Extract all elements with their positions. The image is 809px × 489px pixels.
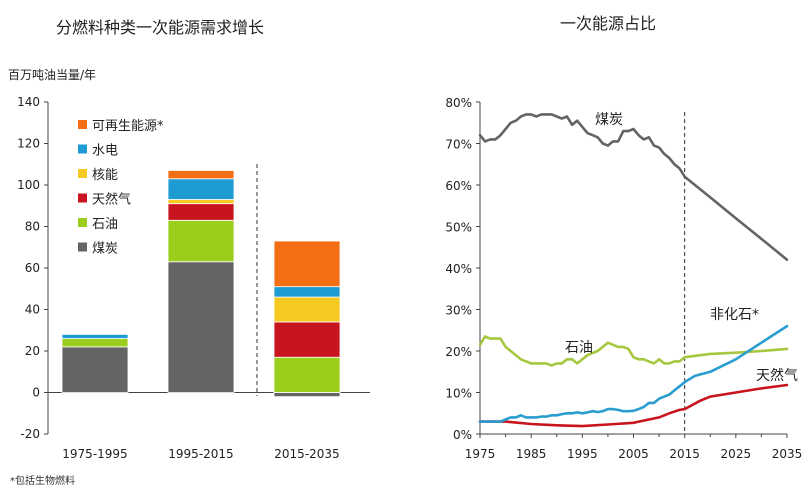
left-chart-title: 分燃料种类一次能源需求增长 bbox=[56, 18, 265, 37]
bar-segment-coal bbox=[61, 346, 129, 393]
left-y-axis-label: 百万吨油当量/年 bbox=[8, 68, 97, 82]
right-y-tick-label: 10% bbox=[445, 387, 472, 401]
right-x-tick-label: 1995 bbox=[567, 447, 598, 461]
legend-label-oil: 石油 bbox=[92, 217, 118, 232]
line-series-oil bbox=[478, 335, 789, 367]
legend-swatch-coal bbox=[78, 242, 87, 252]
bar-segment-gas bbox=[273, 321, 341, 358]
right-y-tick-label: 70% bbox=[445, 138, 472, 152]
line-series-nonfossil bbox=[478, 324, 789, 423]
right-y-tick-label: 30% bbox=[445, 304, 472, 318]
legend-swatch-renewables bbox=[78, 120, 87, 129]
right-x-tick-label: 2005 bbox=[618, 447, 649, 461]
right-x-tick-label: 1975 bbox=[465, 447, 496, 461]
series-label-oil: 石油 bbox=[565, 340, 593, 356]
bar-segment-renewables bbox=[167, 170, 235, 180]
legend-label-renewables: 可再生能源* bbox=[92, 119, 164, 134]
right-x-tick-label: 2015 bbox=[669, 447, 700, 461]
series-label-nonfossil: 非化石* bbox=[710, 307, 759, 323]
bar-segment-nuclear bbox=[273, 296, 341, 323]
right-y-tick-label: 50% bbox=[445, 221, 472, 235]
left-y-tick-label: 140 bbox=[17, 95, 40, 109]
legend-swatch-gas bbox=[78, 193, 87, 203]
bar-segment-renewables bbox=[273, 240, 341, 288]
right-y-tick-label: 20% bbox=[445, 345, 472, 359]
right-x-tick-label: 2035 bbox=[772, 447, 803, 461]
line-series-coal bbox=[478, 113, 789, 262]
bar-segment-oil bbox=[273, 356, 341, 393]
left-x-tick-label: 2015-2035 bbox=[274, 447, 339, 461]
legend-label-coal: 煤炭 bbox=[92, 242, 118, 257]
left-x-tick-label: 1975-1995 bbox=[62, 447, 127, 461]
left-y-tick-label: 120 bbox=[17, 137, 40, 151]
legend-swatch-nuclear bbox=[78, 169, 87, 178]
series-label-coal: 煤炭 bbox=[595, 112, 623, 128]
bar-segment-coal bbox=[167, 261, 235, 393]
left-y-tick-label: 60 bbox=[25, 261, 40, 275]
right-y-tick-label: 80% bbox=[445, 96, 472, 110]
left-y-tick-label: 20 bbox=[25, 344, 40, 358]
line-series-gas bbox=[478, 383, 789, 428]
bar-segment-oil bbox=[167, 219, 235, 263]
left-y-tick-label: -20 bbox=[20, 427, 40, 441]
left-y-tick-label: 0 bbox=[32, 386, 40, 400]
legend-label-hydro: 水电 bbox=[92, 144, 118, 159]
legend-label-gas: 天然气 bbox=[92, 192, 131, 208]
legend-swatch-oil bbox=[78, 218, 87, 227]
right-y-tick-label: 60% bbox=[445, 179, 472, 193]
right-y-tick-label: 0% bbox=[453, 428, 472, 442]
legend-swatch-hydro bbox=[78, 144, 87, 154]
right-y-tick-label: 40% bbox=[445, 262, 472, 276]
legend-label-nuclear: 核能 bbox=[92, 168, 118, 183]
bar-segment-hydro bbox=[61, 333, 129, 339]
left-y-tick-label: 100 bbox=[17, 178, 40, 192]
right-x-tick-label: 1985 bbox=[516, 447, 547, 461]
right-chart-title: 一次能源占比 bbox=[560, 14, 657, 33]
left-y-tick-label: 80 bbox=[25, 220, 40, 234]
left-y-tick-label: 40 bbox=[25, 303, 40, 317]
left-x-tick-label: 1995-2015 bbox=[168, 447, 233, 461]
right-x-tick-label: 2025 bbox=[721, 447, 752, 461]
footnote: *包括生物燃料 bbox=[10, 476, 75, 487]
series-label-gas: 天然气 bbox=[756, 367, 798, 384]
